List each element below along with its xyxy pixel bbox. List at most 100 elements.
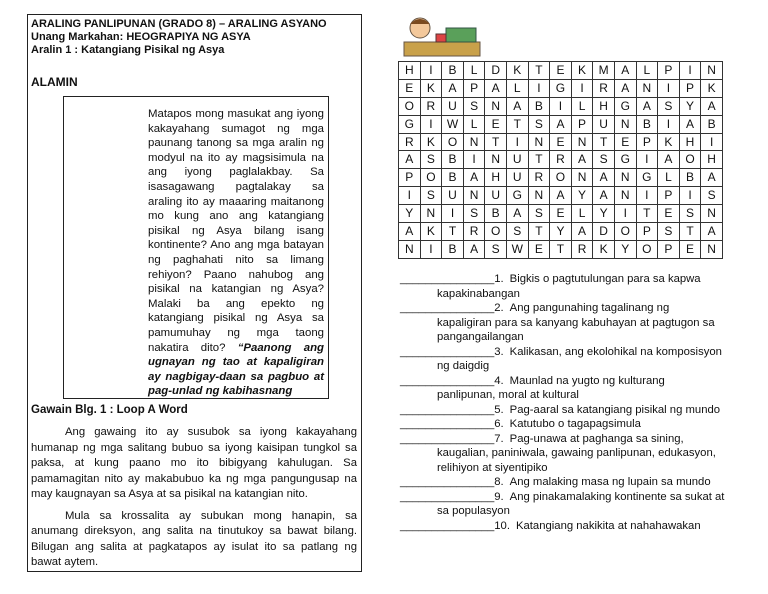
grid-cell: N xyxy=(636,79,659,98)
item-number: 3. xyxy=(494,345,504,358)
grid-cell: O xyxy=(636,240,659,259)
item: _______________4. Maunlad na yugto ng kul… xyxy=(400,374,725,403)
intro-body: Matapos mong masukat ang iyong kakayahan… xyxy=(148,108,324,354)
grid-cell: T xyxy=(528,223,551,241)
grid-cell: R xyxy=(420,97,443,116)
grid-cell: B xyxy=(442,151,464,170)
item-text: Ang pangunahing tagalinang ng kapaligira… xyxy=(437,302,715,343)
grid-cell: U xyxy=(506,151,529,170)
book xyxy=(435,33,447,43)
answer-blank: _______________ xyxy=(400,345,495,358)
grid-cell: I xyxy=(442,205,464,224)
grid-cell: I xyxy=(399,187,421,206)
grid-cell: A xyxy=(614,79,637,98)
grid-cell: P xyxy=(679,79,702,98)
grid-cell: L xyxy=(571,205,594,224)
grid-cell: S xyxy=(701,187,723,206)
grid-cell: I xyxy=(614,205,637,224)
grid-cell: O xyxy=(442,133,464,152)
grid-cell: H xyxy=(701,151,723,170)
answer-blank: _______________ xyxy=(400,476,495,488)
activity-title: Gawain Blg. 1 : Loop A Word xyxy=(31,404,188,416)
answer-blank: _______________ xyxy=(400,519,495,532)
grid-cell: S xyxy=(528,205,551,224)
grid-cell: S xyxy=(463,97,486,116)
item-number: 1. xyxy=(494,273,504,285)
grid-cell: E xyxy=(528,240,551,259)
item-list: _______________ 1. Bigkis o pagtutulungan … xyxy=(400,272,725,533)
intro-text: Matapos mong masukat ang iyong kakayahan… xyxy=(148,107,324,398)
item: _______________3. Kalikasan, ang ekolohik… xyxy=(400,345,725,374)
hair xyxy=(410,19,430,24)
grid-cell: A xyxy=(701,223,723,241)
grid-cell: A xyxy=(399,151,421,170)
grid-cell: I xyxy=(528,79,551,98)
grid-cell: L xyxy=(571,97,594,116)
grid-cell: O xyxy=(485,223,507,241)
answer-blank: _______________ xyxy=(400,403,495,416)
grid-cell: B xyxy=(636,115,659,134)
grid-cell: S xyxy=(485,240,507,259)
grid-cell: A xyxy=(571,151,594,170)
answer-blank: _______________ xyxy=(400,302,495,314)
grid-cell: S xyxy=(658,223,680,241)
header-line: Aralin 1 : Katangiang Pisikal ng Asya xyxy=(31,44,225,56)
grid-cell: B xyxy=(442,169,464,188)
grid-cell: K xyxy=(506,62,529,80)
grid-cell: I xyxy=(658,115,680,134)
grid-cell: H xyxy=(485,169,507,188)
grid-cell: W xyxy=(506,240,529,259)
grid-cell: N xyxy=(528,133,551,152)
grid-cell: Y xyxy=(593,205,615,224)
grid-cell: I xyxy=(636,151,659,170)
grid-cell: N xyxy=(614,187,637,206)
grid-cell: I xyxy=(571,79,594,98)
grid-cell: I xyxy=(701,133,723,152)
grid-cell: U xyxy=(485,187,507,206)
item-text: Maunlad na yugto ng kulturang panlipunan… xyxy=(437,374,665,402)
instructions: Ang gawaing ito ay susubok sa iyong kaka… xyxy=(31,425,357,577)
grid-cell: S xyxy=(679,205,702,224)
grid-cell: U xyxy=(593,115,615,134)
grid-cell: B xyxy=(679,169,702,188)
item-text: Katangiang nakikita at nahahawakan xyxy=(515,519,701,532)
grid-cell: I xyxy=(463,151,486,170)
grid-cell: L xyxy=(636,62,659,80)
grid-cell: E xyxy=(658,205,680,224)
grid-cell: D xyxy=(485,62,507,80)
item-text: Ang pinakamalaking kontinente sa sukat a… xyxy=(437,490,725,518)
grid-cell: A xyxy=(506,97,529,116)
grid-cell: O xyxy=(550,169,572,188)
section-title: ALAMIN xyxy=(31,75,78,89)
item: _______________6. Katutubo o tagapagsimul… xyxy=(400,417,725,432)
item: _______________1. Bigkis o pagtutulungan … xyxy=(400,272,725,301)
item-number: 7. xyxy=(494,432,504,445)
grid-cell: P xyxy=(658,187,680,206)
item-text: Pag-unawa at paghanga sa sining, kaugali… xyxy=(437,432,716,474)
grid-cell: R xyxy=(463,223,486,241)
item-number: 4. xyxy=(494,374,504,387)
grid-cell: A xyxy=(701,169,723,188)
grid-cell: S xyxy=(420,151,443,170)
grid-cell: Y xyxy=(614,240,637,259)
grid-cell: T xyxy=(550,240,572,259)
answer-blank: _______________ xyxy=(400,490,495,503)
item-number: 6. xyxy=(494,418,504,430)
item-number: 5. xyxy=(494,403,504,416)
item-text: Bigkis o pagtutulungan para sa kapwa kap… xyxy=(437,273,701,300)
grid-cell: A xyxy=(593,187,615,206)
grid-cell: N xyxy=(399,240,421,259)
grid-cell: N xyxy=(463,187,486,206)
grid-cell: E xyxy=(550,205,572,224)
grid-cell: T xyxy=(528,151,551,170)
grid-cell: L xyxy=(506,79,529,98)
grid-cell: B xyxy=(701,115,723,134)
grid-cell: A xyxy=(614,62,637,80)
grid-cell: G xyxy=(614,151,637,170)
grid-cell: A xyxy=(636,97,659,116)
grid-cell: B xyxy=(442,240,464,259)
grid-cell: P xyxy=(636,133,659,152)
grid-cell: P xyxy=(636,223,659,241)
